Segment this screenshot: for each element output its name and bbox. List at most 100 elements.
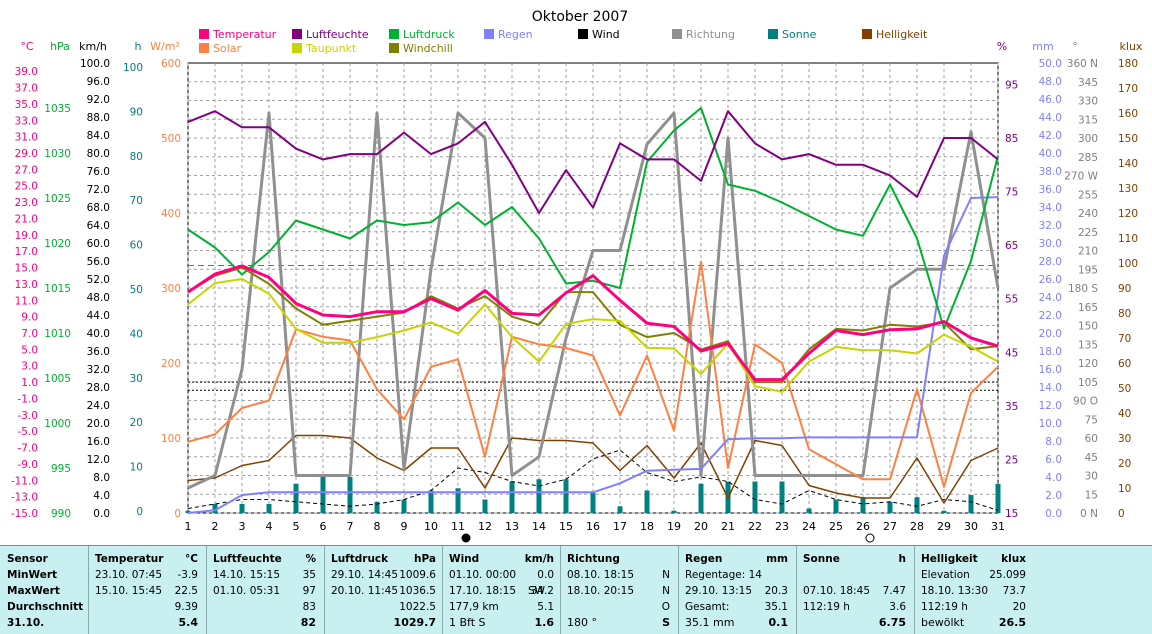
legend-swatch-10	[862, 29, 872, 39]
brightness-avg: 20	[1012, 601, 1026, 613]
pressure-section: Luftdruck hPa 29.10. 14:45 1009.6 20.10. 1…	[324, 546, 442, 634]
direction-degrees: 180 °	[567, 616, 597, 629]
direction-axis-tick-16: 120	[1078, 358, 1098, 370]
humidity-axis-tick-6: 35	[1005, 401, 1018, 413]
row-label-current: 31.10.	[7, 617, 45, 629]
wind-distance: 177,9 km	[449, 601, 499, 613]
sunshine-unit: h	[898, 553, 906, 565]
legend-swatch-3	[292, 43, 302, 53]
brightness-axis-tick-17: 10	[1118, 483, 1131, 495]
wind-axis-tick-13: 48.0	[87, 292, 110, 304]
wind-axis-tick-16: 36.0	[87, 346, 110, 358]
wind-axis-tick-24: 4.0	[93, 490, 110, 502]
solar-axis-tick-3: 300	[161, 283, 181, 295]
brightness-axis-tick-2: 160	[1118, 108, 1138, 120]
direction-axis-tick-20: 60	[1085, 433, 1098, 445]
temp-axis-tick-13: 13.0	[15, 279, 38, 291]
temp-axis-tick-15: 9.0	[21, 312, 38, 324]
chart-axes: 39.0 37.0 35.0 33.0 31.0 29.0 27.0 25.0 23.0 21.0…	[11, 40, 1143, 520]
legend-label-10: Helligkeit	[876, 28, 928, 41]
sunshine-bar-10	[428, 490, 434, 513]
rain-axis-tick-10: 30.0	[1039, 238, 1062, 250]
legend-swatch-7	[578, 29, 588, 39]
pressure-axis-tick-9: 990	[51, 508, 71, 520]
direction-title: Richtung	[567, 553, 620, 565]
pressure-axis-tick-4: 1015	[44, 283, 71, 295]
sunshine-bar-18	[644, 490, 650, 513]
series-line-richtung	[187, 111, 1000, 490]
brightness-axis-tick-10: 80	[1118, 308, 1131, 320]
brightness-axis-tick-5: 130	[1118, 183, 1138, 195]
rain-axis-tick-0: 50.0	[1039, 58, 1062, 70]
legend-label-2: Luftfeuchte	[306, 28, 369, 41]
direction-axis-tick-5: 285	[1078, 152, 1098, 164]
rain-days: Regentage: 14	[685, 569, 762, 581]
x-label-11: 11	[451, 520, 465, 533]
temperature-min-value: -3.9	[177, 569, 199, 581]
sun-axis-tick-10: 0	[136, 506, 143, 518]
legend-swatch-4	[389, 29, 399, 39]
direction-axis-tick-24: 0 N	[1080, 508, 1098, 520]
x-label-10: 10	[424, 520, 438, 533]
pressure-axis-tick-0: 1035	[44, 103, 71, 115]
sunshine-bar-11	[455, 488, 461, 513]
brightness-axis-tick-4: 140	[1118, 158, 1138, 170]
direction-axis-tick-0: 360 N	[1067, 58, 1098, 70]
full-moon-icon	[865, 533, 875, 543]
rain-axis-tick-8: 34.0	[1039, 202, 1062, 214]
temp-axis-tick-5: 29.0	[15, 148, 38, 160]
temperature-unit: °C	[185, 553, 198, 565]
rain-axis-tick-24: 2.0	[1045, 490, 1062, 502]
wind-axis-tick-3: 88.0	[87, 112, 110, 124]
new-moon-icon	[461, 533, 471, 543]
wind-min-time: 01.10. 00:00	[449, 569, 516, 581]
legend-swatch-9	[768, 29, 778, 39]
series-line-luftdruck	[187, 107, 999, 330]
legend-swatch-6	[484, 29, 494, 39]
temp-axis-tick-4: 31.0	[15, 132, 38, 144]
humidity-axis-tick-1: 85	[1005, 133, 1018, 145]
wind-axis-tick-19: 24.0	[87, 400, 110, 412]
brightness-axis-tick-9: 90	[1118, 283, 1131, 295]
rain-title: Regen	[685, 553, 723, 565]
solar-axis-unit: W/m²	[150, 40, 180, 53]
humidity-axis-tick-8: 15	[1005, 508, 1018, 520]
wind-axis-tick-8: 68.0	[87, 202, 110, 214]
rain-total: 35.1	[764, 601, 788, 613]
direction-axis-tick-1: 345	[1078, 77, 1098, 89]
sunshine-bar-25	[833, 499, 839, 513]
x-label-1: 1	[185, 520, 192, 533]
brightness-axis-tick-16: 20	[1118, 458, 1131, 470]
temp-axis-tick-6: 27.0	[15, 164, 38, 176]
rain-axis-tick-12: 26.0	[1039, 274, 1062, 286]
wind-current: 1.6	[534, 616, 555, 629]
humidity-max-time: 01.10. 05:31	[213, 585, 280, 597]
rain-axis-tick-16: 18.0	[1039, 346, 1062, 358]
sunshine-bar-17	[617, 506, 623, 513]
rain-axis-tick-21: 8.0	[1045, 436, 1062, 448]
temp-axis-tick-1: 37.0	[15, 83, 38, 95]
x-label-22: 22	[748, 520, 762, 533]
wind-axis-tick-12: 52.0	[87, 274, 110, 286]
rain-axis-tick-17: 16.0	[1039, 364, 1062, 376]
legend-swatch-0	[199, 29, 209, 39]
sun-axis-tick-7: 30	[130, 373, 143, 385]
series-line-wind	[187, 449, 999, 511]
temp-axis-tick-23: -7.0	[18, 443, 39, 455]
brightness-title: Helligkeit	[921, 553, 978, 565]
temp-axis-tick-19: 1.0	[21, 377, 38, 389]
direction-axis-tick-21: 45	[1085, 452, 1098, 464]
sun-axis-tick-9: 10	[130, 462, 143, 474]
wind-axis-tick-14: 44.0	[87, 310, 110, 322]
temp-axis-tick-26: -13.0	[11, 492, 38, 504]
legend-swatch-2	[292, 29, 302, 39]
humidity-axis-tick-3: 65	[1005, 240, 1018, 252]
direction-axis-unit: °	[1072, 40, 1078, 53]
chart-lines	[187, 107, 1000, 514]
brightness-axis-tick-13: 50	[1118, 383, 1131, 395]
direction-axis-tick-17: 105	[1078, 377, 1098, 389]
brightness-max-value: 73.7	[1002, 585, 1026, 597]
sunshine-bar-14	[536, 479, 542, 513]
wind-axis-tick-15: 40.0	[87, 328, 110, 340]
